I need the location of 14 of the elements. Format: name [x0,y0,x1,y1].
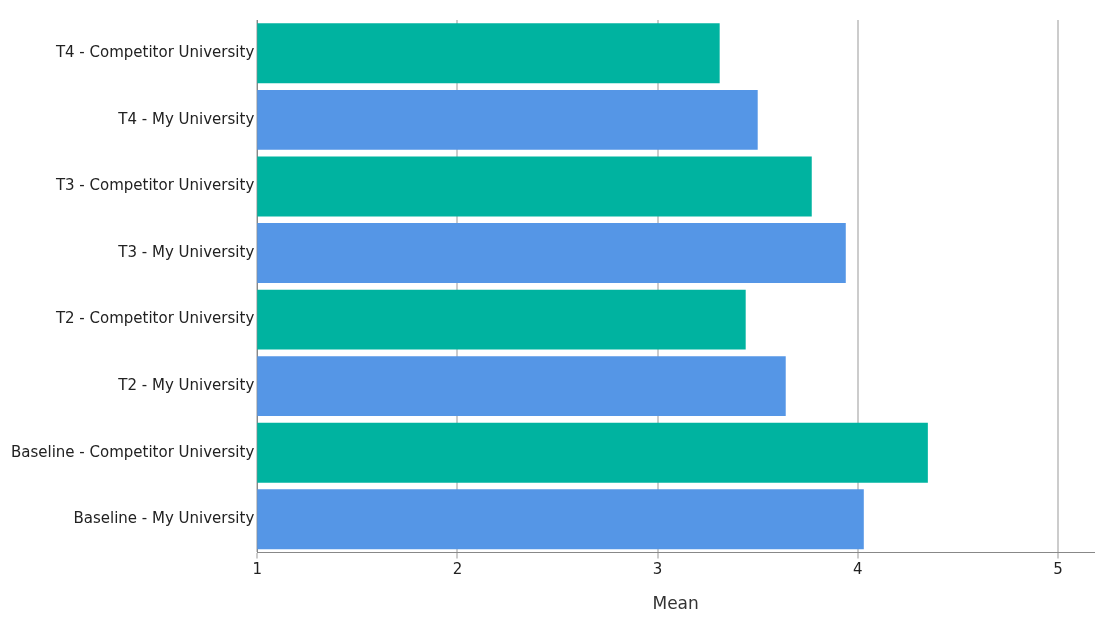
x-axis-title: Mean [652,593,699,614]
y-tick-label: T2 - Competitor University [54,309,255,328]
x-tick-label: 3 [652,560,663,579]
y-tick-label: T4 - Competitor University [54,43,255,62]
x-tick-label: 2 [452,560,463,579]
y-tick-label: T3 - My University [117,242,255,261]
x-tick-label: 4 [853,560,863,579]
x-tick-label: 5 [1053,560,1063,579]
y-tick-label: Baseline - My University [73,509,255,528]
y-tick-label: Baseline - Competitor University [10,442,255,461]
y-tick-label: T2 - My University [117,376,255,395]
y-tick-label: T3 - Competitor University [54,176,255,195]
y-tick-label: T4 - My University [117,109,255,128]
x-tick-label: 1 [252,560,263,579]
